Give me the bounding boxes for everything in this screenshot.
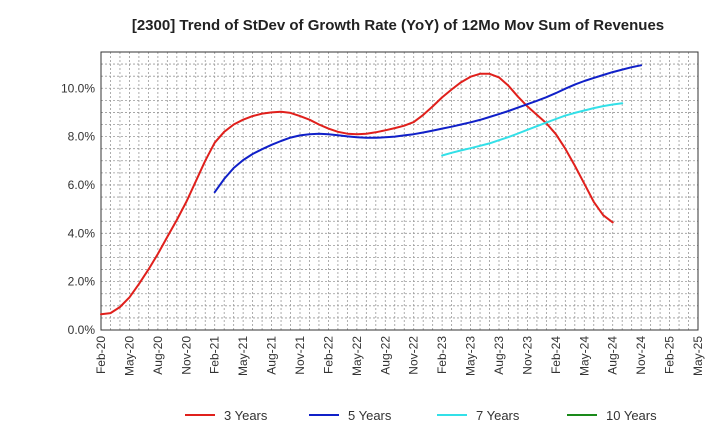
y-tick-label: 10.0% xyxy=(61,81,95,95)
legend: 3 Years 5 Years 7 Years 10 Years xyxy=(185,408,657,423)
y-tick-label: 2.0% xyxy=(68,275,96,289)
series-line-7-years xyxy=(441,102,624,157)
x-tick-label: Aug-22 xyxy=(378,336,392,375)
x-tick-label: Aug-23 xyxy=(492,336,506,375)
x-tick-label: Feb-24 xyxy=(549,336,563,374)
x-tick-label: Aug-24 xyxy=(606,336,620,375)
x-tick-label: Aug-21 xyxy=(265,336,279,375)
x-axis-ticks: Feb-20 May-20 Aug-20 Nov-20 Feb-21 May-21 Aug-… xyxy=(94,336,705,376)
x-tick-label: Feb-21 xyxy=(208,336,222,374)
x-tick-label: Feb-25 xyxy=(663,336,677,374)
x-tick-label: Nov-24 xyxy=(634,336,648,375)
x-tick-label: Nov-20 xyxy=(179,336,193,375)
y-tick-label: 0.0% xyxy=(68,323,96,337)
x-tick-label: May-22 xyxy=(350,336,364,376)
x-tick-label: Feb-20 xyxy=(94,336,108,374)
y-tick-label: 6.0% xyxy=(68,178,96,192)
legend-label: 3 Years xyxy=(224,408,268,423)
x-tick-label: May-25 xyxy=(691,336,705,376)
x-tick-label: Feb-22 xyxy=(321,336,335,374)
y-tick-label: 8.0% xyxy=(68,130,96,144)
legend-label: 10 Years xyxy=(606,408,657,423)
plot-area xyxy=(100,51,699,331)
x-tick-label: Feb-23 xyxy=(435,336,449,374)
x-tick-label: May-21 xyxy=(236,336,250,376)
x-tick-label: Aug-20 xyxy=(151,336,165,375)
x-tick-label: May-23 xyxy=(464,336,478,376)
x-tick-label: Nov-21 xyxy=(293,336,307,375)
x-tick-label: May-24 xyxy=(577,336,591,376)
y-tick-label: 4.0% xyxy=(68,226,96,240)
legend-label: 7 Years xyxy=(476,408,520,423)
x-tick-label: Nov-22 xyxy=(407,336,421,375)
x-tick-label: May-20 xyxy=(122,336,136,376)
x-tick-label: Nov-23 xyxy=(520,336,534,375)
y-axis-ticks: 0.0% 2.0% 4.0% 6.0% 8.0% 10.0% xyxy=(61,81,95,337)
chart-title: [2300] Trend of StDev of Growth Rate (Yo… xyxy=(132,17,664,34)
series-line-5-years xyxy=(213,64,643,194)
series-line-3-years xyxy=(100,72,614,316)
legend-label: 5 Years xyxy=(348,408,392,423)
series-lines xyxy=(100,64,643,316)
